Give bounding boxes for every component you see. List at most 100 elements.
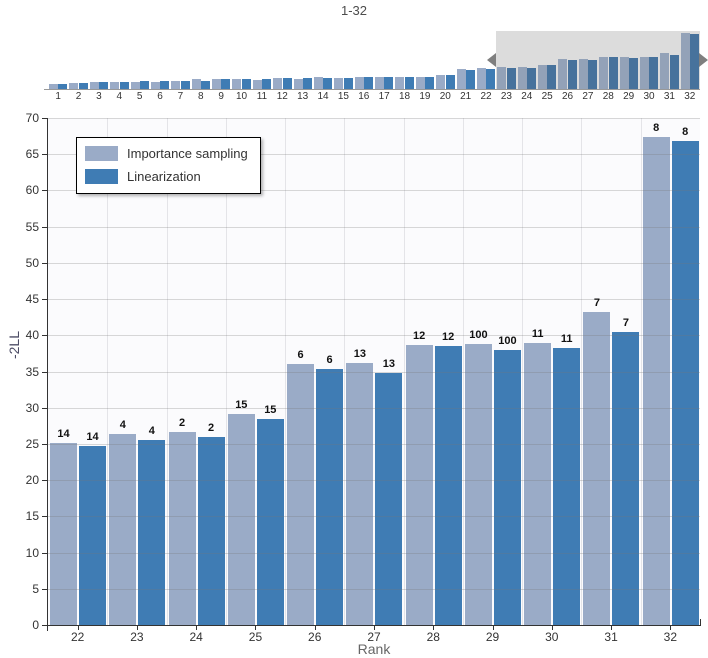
nav-bar-importance-sampling-24 (517, 66, 527, 89)
nav-bar-importance-sampling-5 (130, 81, 140, 89)
nav-bar-importance-sampling-22 (476, 68, 486, 89)
x-tick-label-31: 31 (604, 630, 618, 644)
nav-tick-label-24: 24 (521, 91, 533, 102)
horizontal-gridline (48, 335, 700, 337)
nav-bar-linearization-4 (119, 81, 129, 89)
bar-importance-sampling-32[interactable] (642, 136, 670, 625)
nav-bar-linearization-12 (282, 78, 292, 89)
bar-linearization-29[interactable] (493, 350, 521, 625)
nav-bar-linearization-18 (404, 76, 414, 89)
bar-importance-sampling-28[interactable] (405, 345, 433, 625)
bar-importance-sampling-22[interactable] (50, 443, 77, 625)
bar-importance-sampling-24[interactable] (168, 432, 196, 625)
nav-bar-importance-sampling-32 (680, 33, 690, 89)
nav-bar-linearization-28 (608, 57, 618, 89)
y-tick (42, 118, 48, 119)
bar-linearization-32[interactable] (671, 141, 699, 625)
nav-tick-label-10: 10 (236, 91, 248, 102)
nav-tick-label-27: 27 (582, 91, 594, 102)
horizontal-gridline (48, 190, 700, 192)
nav-bar-importance-sampling-8 (191, 78, 201, 89)
bar-importance-sampling-31[interactable] (583, 312, 611, 625)
nav-bar-importance-sampling-18 (395, 76, 405, 89)
nav-tick-label-6: 6 (157, 91, 163, 102)
legend-item-linearization[interactable]: Linearization (85, 169, 248, 184)
x-tick-label-32: 32 (663, 630, 678, 644)
x-tick (374, 625, 375, 630)
x-tick (136, 625, 138, 630)
bar-label-importance-sampling-27: 13 (353, 347, 366, 360)
nav-bar-importance-sampling-16 (354, 76, 364, 89)
nav-bar-linearization-21 (465, 69, 475, 89)
bar-label-linearization-32: 8 (682, 126, 689, 139)
horizontal-gridline (48, 443, 700, 445)
bar-linearization-26[interactable] (316, 369, 344, 625)
horizontal-gridline (48, 118, 700, 119)
nav-bar-linearization-8 (201, 80, 211, 89)
nav-bar-linearization-27 (588, 60, 598, 89)
bar-importance-sampling-27[interactable] (346, 362, 374, 625)
nav-tick-label-8: 8 (198, 91, 204, 102)
vertical-gridline (285, 118, 287, 625)
bar-linearization-27[interactable] (375, 372, 403, 625)
nav-bar-linearization-7 (180, 80, 190, 89)
x-axis-end-tick (700, 619, 701, 625)
nav-bar-importance-sampling-13 (293, 78, 303, 89)
nav-tick-label-9: 9 (218, 91, 224, 102)
nav-tick-label-21: 21 (460, 91, 472, 102)
horizontal-gridline (48, 480, 700, 482)
nav-bar-importance-sampling-31 (660, 53, 670, 89)
bar-linearization-23[interactable] (138, 439, 166, 625)
bar-linearization-28[interactable] (434, 346, 462, 625)
nav-bar-linearization-19 (425, 76, 435, 89)
x-axis-title: Rank (357, 641, 391, 657)
y-tick-label-10: 10 (25, 545, 39, 560)
vertical-gridline (462, 118, 464, 625)
bar-linearization-24[interactable] (197, 437, 225, 625)
bar-importance-sampling-25[interactable] (227, 413, 255, 625)
bar-linearization-30[interactable] (553, 347, 581, 625)
y-tick-label-60: 60 (25, 183, 39, 198)
vertical-gridline (344, 118, 346, 625)
bar-label-importance-sampling-30: 11 (531, 327, 544, 340)
nav-tick-label-2: 2 (75, 91, 82, 102)
legend-item-importance-sampling[interactable]: Importance sampling (85, 146, 248, 161)
bar-linearization-25[interactable] (256, 418, 284, 625)
bar-importance-sampling-30[interactable] (524, 342, 552, 625)
horizontal-gridline (48, 552, 700, 554)
nav-tick-label-20: 20 (439, 91, 451, 102)
nav-bar-linearization-20 (445, 74, 455, 89)
horizontal-gridline (48, 154, 700, 156)
x-tick (196, 625, 198, 630)
bar-label-linearization-29: 100 (498, 335, 517, 348)
y-tick (42, 371, 48, 373)
nav-bar-importance-sampling-7 (171, 81, 181, 89)
nav-bar-importance-sampling-28 (599, 57, 609, 89)
x-tick (433, 625, 435, 630)
nav-tick-label-13: 13 (297, 91, 309, 102)
nav-tick-label-18: 18 (399, 91, 411, 102)
nav-bar-importance-sampling-1 (49, 84, 58, 89)
nav-bar-linearization-32 (690, 33, 700, 89)
y-tick (42, 226, 48, 228)
bar-importance-sampling-26[interactable] (287, 363, 315, 625)
bar-importance-sampling-29[interactable] (464, 343, 492, 625)
bar-label-linearization-25: 15 (264, 403, 277, 416)
nav-handle-left[interactable] (487, 53, 497, 67)
x-tick-label-23: 23 (130, 630, 144, 644)
bar-linearization-31[interactable] (612, 331, 640, 625)
nav-tick-label-30: 30 (643, 91, 655, 102)
legend-label-importance-sampling: Importance sampling (127, 146, 248, 161)
x-tick-label-22: 22 (70, 630, 85, 644)
y-tick (42, 625, 48, 626)
nav-bar-importance-sampling-11 (252, 79, 262, 89)
bar-linearization-22[interactable] (79, 446, 106, 625)
nav-handle-right[interactable] (699, 53, 708, 67)
nav-bar-linearization-13 (302, 78, 312, 89)
bar-importance-sampling-23[interactable] (109, 433, 137, 625)
bar-label-linearization-24: 2 (207, 422, 215, 435)
y-tick-label-0: 0 (32, 618, 39, 632)
y-tick-label-5: 5 (32, 581, 39, 596)
nav-bar-importance-sampling-19 (415, 76, 425, 89)
x-tick-label-27: 27 (367, 630, 381, 644)
